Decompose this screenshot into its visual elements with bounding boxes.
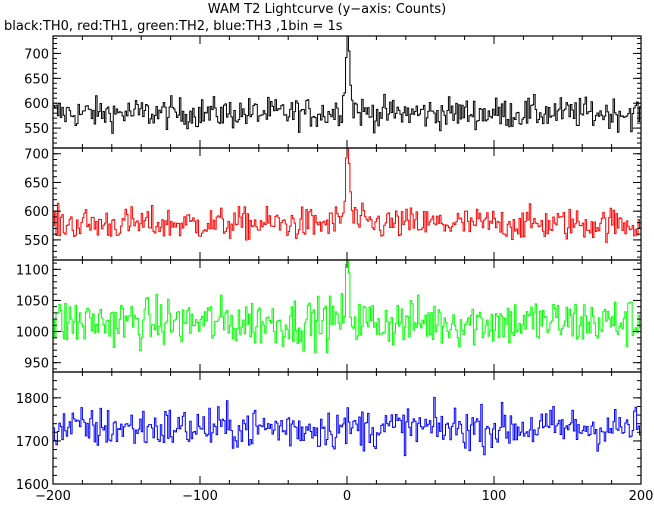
x-tick-label: −100 [182,489,218,504]
y-tick-label: 600 [24,205,49,220]
y-tick-label: 550 [24,234,49,249]
y-tick-label: 650 [24,176,49,191]
y-tick-label: 950 [24,357,49,372]
series-line-th1 [53,148,641,243]
panel-frame-2 [52,147,642,261]
x-tick-label: 100 [482,489,507,504]
y-tick-label: 1700 [16,435,49,450]
x-tick-label: 200 [629,489,654,504]
y-tick-label: 1050 [16,294,49,309]
chart-title: WAM T2 Lightcurve (y−axis: Counts) [207,2,447,17]
y-tick-label: 1600 [16,478,49,493]
y-tick-label: 1800 [16,392,49,407]
y-tick-label: 1100 [16,263,49,278]
y-tick-label: 600 [24,97,49,112]
chart-subtitle: black:TH0, red:TH1, green:TH2, blue:TH3 … [4,19,343,34]
y-tick-label: 550 [24,122,49,137]
y-tick-label: 1000 [16,326,49,341]
y-tick-label: 650 [24,72,49,87]
y-tick-label: 700 [24,47,49,62]
x-tick-label: 0 [343,489,351,504]
y-tick-label: 700 [24,148,49,163]
x-tick-label: −200 [35,489,71,504]
series-line-th3 [53,396,641,457]
series-line-th2 [53,260,641,353]
